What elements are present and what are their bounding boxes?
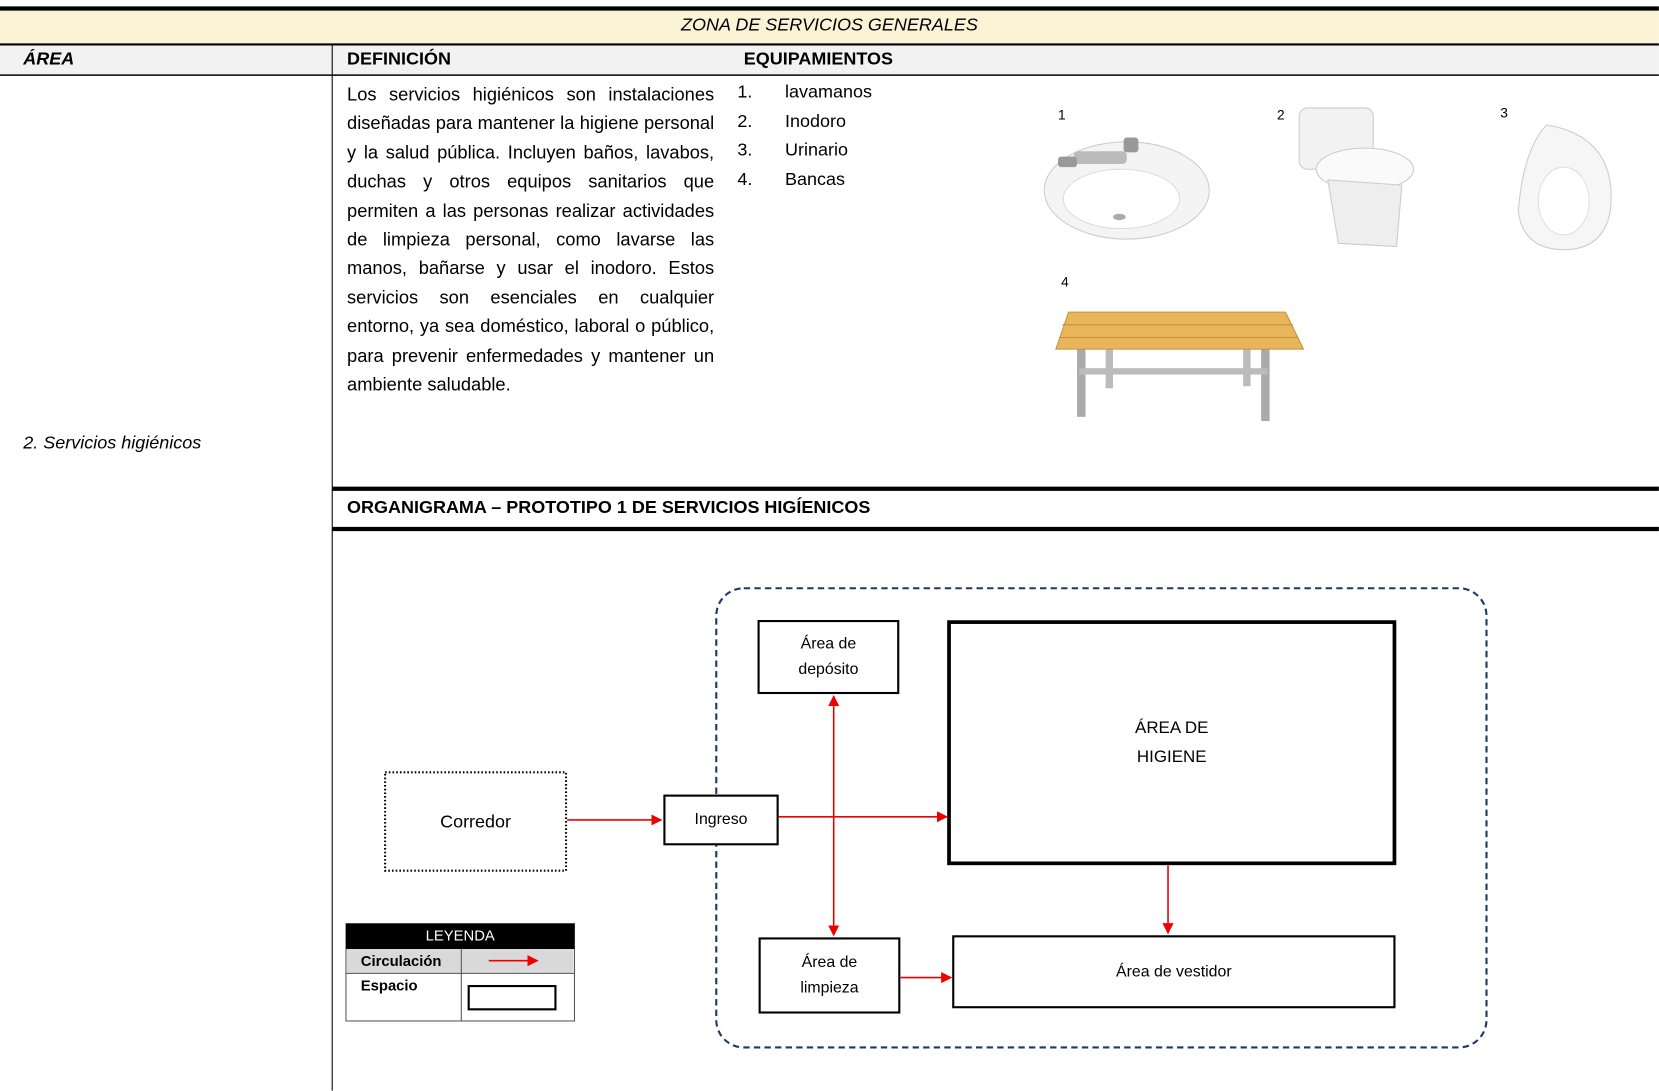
legend-title: LEYENDA [425,926,495,944]
title-bg [0,10,1659,44]
area-name: 2. Servicios higiénicos [23,432,202,453]
image-number: 3 [1500,104,1508,121]
node-box [384,771,568,872]
column-header: ÁREA [23,48,75,69]
list-number: 4. [737,169,753,190]
list-item: lavamanos [785,81,873,102]
list-number: 2. [737,111,753,132]
node-label: Área de depósito [798,634,859,679]
node-label: ÁREA DE HIGIENE [1135,719,1209,766]
node-box [758,937,901,1014]
image-number: 4 [1061,274,1069,290]
legend-label: Circulación [360,952,442,970]
bench-image [1055,311,1305,422]
header-bg [0,45,1659,75]
list-item: Bancas [785,169,846,190]
toilet-image [1298,107,1415,248]
urinal-image [1517,124,1612,251]
sink-image [1043,137,1210,240]
node-box [663,794,779,846]
node-box [757,619,900,695]
list-number: 3. [737,139,753,160]
legend-space [467,984,557,1011]
legend-label: Espacio [360,976,418,994]
list-item: Urinario [785,139,849,160]
node-label: Área de vestidor [1116,962,1232,981]
page-title: ZONA DE SERVICIOS GENERALES [681,14,978,35]
image-number: 2 [1277,106,1285,123]
definition: Los servicios higiénicos son instalacion… [347,83,715,395]
node-label: Área de limpieza [800,953,859,997]
section-title: ORGANIGRAMA – PROTOTIPO 1 DE SERVICIOS H… [347,497,871,518]
list-number: 1. [737,81,753,102]
node-box [947,620,1397,866]
node-label: Ingreso [694,810,748,829]
list-item: Inodoro [785,111,847,132]
legend-header [345,923,575,950]
image-number: 1 [1058,106,1066,123]
node-label: Corredor [440,810,512,832]
column-header: EQUIPAMIENTOS [743,48,894,69]
column-header: DEFINICIÓN [347,48,451,69]
node-box [952,935,1396,1009]
